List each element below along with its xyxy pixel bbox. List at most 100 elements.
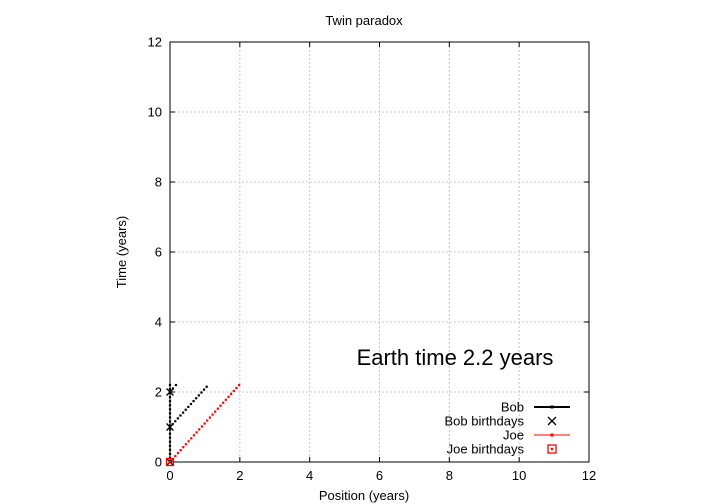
data-point (168, 412, 172, 415)
y-tick-label: 4 (155, 315, 162, 330)
data-point (168, 408, 172, 411)
data-point (192, 400, 195, 403)
x-tick-label: 12 (582, 468, 596, 483)
x-tick-label: 6 (376, 468, 383, 483)
data-point (200, 391, 203, 394)
y-tick-label: 2 (155, 385, 162, 400)
legend-point (550, 405, 554, 409)
data-point (168, 383, 172, 387)
data-point (181, 411, 185, 414)
series-joe-birthdays (165, 457, 175, 467)
data-point (168, 404, 172, 407)
legend-point (550, 433, 554, 437)
data-point (168, 420, 172, 423)
data-point (179, 449, 182, 452)
y-tick-label: 12 (148, 35, 162, 50)
data-point (187, 440, 190, 443)
data-point (192, 434, 196, 437)
data-point (176, 417, 179, 420)
birthday-marker (166, 388, 174, 396)
legend-cross (547, 416, 557, 426)
data-point (219, 404, 222, 407)
data-point (174, 454, 177, 458)
series-bob-birthdays (166, 388, 174, 466)
data-point (214, 410, 217, 413)
data-point (179, 414, 182, 417)
data-point (198, 428, 201, 431)
legend-label: Bob (501, 400, 524, 415)
data-point (168, 448, 172, 451)
square-dot (550, 447, 554, 451)
grid-lines (170, 42, 589, 462)
data-point (232, 389, 235, 393)
annotation-earth-time: Earth time 2.2 years (357, 345, 554, 370)
data-point (216, 407, 219, 410)
data-point (195, 397, 198, 400)
birthday-marker (165, 457, 175, 467)
data-point (202, 388, 206, 391)
data-point (222, 401, 225, 404)
data-point (211, 413, 214, 416)
data-point (168, 416, 172, 419)
y-tick-label: 8 (155, 175, 162, 190)
x-tick-label: 8 (446, 468, 453, 483)
data-point (168, 387, 172, 391)
legend-square (547, 444, 557, 454)
y-axis-label: Time (years) (114, 216, 129, 288)
square-outer (165, 457, 175, 467)
data-point (205, 385, 208, 388)
data-point (197, 394, 200, 397)
data-point (174, 383, 178, 387)
data-point (190, 437, 193, 440)
data-point (224, 398, 227, 401)
data-point (189, 402, 193, 406)
legend-item: Joe (503, 428, 570, 443)
chart-title: Twin paradox (325, 13, 403, 28)
birthday-marker (166, 423, 174, 431)
legend-item: Bob (501, 400, 570, 415)
data-point (187, 405, 190, 408)
series-bob (168, 383, 208, 464)
data-point (200, 425, 204, 428)
data-point (168, 452, 172, 455)
x-axis-label: Position (years) (319, 488, 409, 503)
data-point (235, 386, 238, 390)
data-point (168, 392, 172, 395)
axis-ticks: 0 2 4 6 8 10 12 0 2 4 6 8 10 12 (148, 35, 597, 484)
y-tick-label: 0 (155, 455, 162, 470)
legend-item: Bob birthdays (445, 414, 557, 429)
x-tick-label: 10 (512, 468, 526, 483)
data-point (182, 446, 185, 449)
data-point (168, 424, 172, 427)
x-tick-label: 4 (306, 468, 313, 483)
y-tick-label: 10 (148, 105, 162, 120)
legend-item: Joe birthdays (447, 442, 557, 457)
data-point (174, 420, 177, 423)
data-point (230, 392, 233, 395)
data-point (238, 383, 241, 387)
data-point (184, 408, 187, 411)
data-point (203, 422, 206, 425)
data-point (195, 431, 198, 434)
data-point (227, 395, 230, 398)
data-point (168, 396, 172, 399)
y-tick-label: 6 (155, 245, 162, 260)
legend-label: Joe (503, 428, 524, 443)
series-joe (168, 383, 241, 464)
square-dot (168, 460, 172, 464)
data-point (168, 436, 172, 439)
data-point (168, 432, 172, 435)
data-series (165, 383, 241, 467)
x-tick-label: 2 (236, 468, 243, 483)
data-point (176, 452, 180, 455)
data-point (184, 443, 188, 446)
data-point (206, 419, 209, 422)
x-tick-label: 0 (166, 468, 173, 483)
legend-label: Bob birthdays (445, 414, 525, 429)
data-point (168, 440, 172, 443)
data-point (168, 428, 172, 431)
data-point (208, 416, 211, 419)
square-outer (547, 444, 557, 454)
